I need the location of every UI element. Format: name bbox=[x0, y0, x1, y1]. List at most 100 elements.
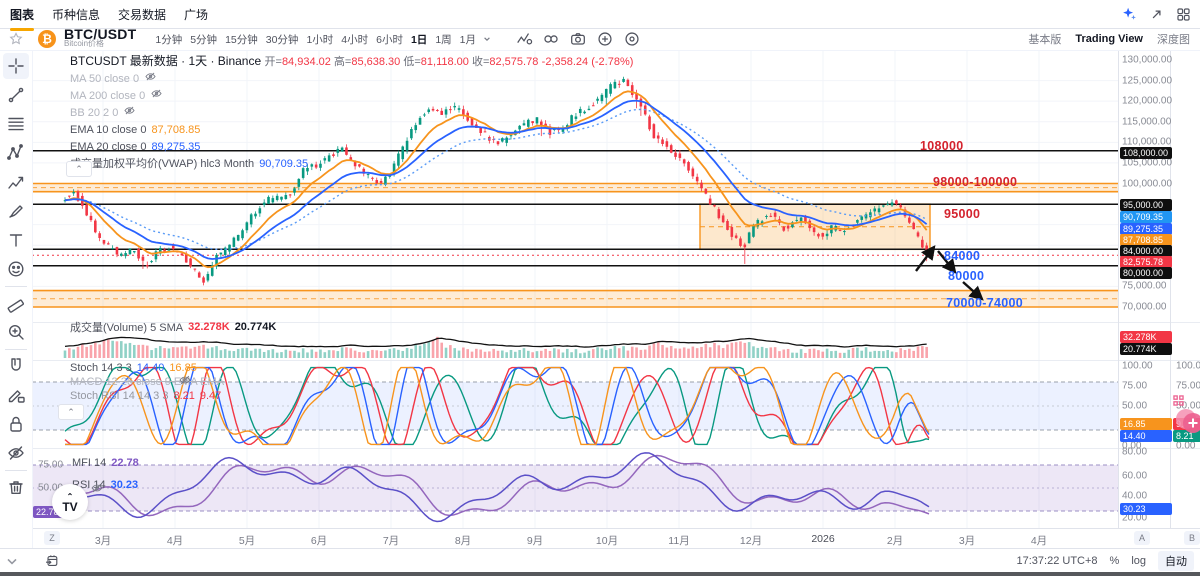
axis-tick-label: 0.00 bbox=[1122, 440, 1142, 452]
timeframe-1月[interactable]: 1月 bbox=[459, 33, 476, 46]
timeframe-5分钟[interactable]: 5分钟 bbox=[190, 33, 218, 46]
tool-forecast-icon[interactable] bbox=[3, 169, 29, 195]
layout-grid-icon[interactable] bbox=[1175, 6, 1192, 23]
eye-off-icon[interactable] bbox=[144, 70, 157, 89]
timeframe-6小时[interactable]: 6小时 bbox=[376, 33, 403, 46]
indicator-row-3[interactable]: EMA 10 close 0 87,708.85 bbox=[70, 122, 633, 139]
volume-pane-label[interactable]: 成交量(Volume) 5 SMA 32.278K 20.774K bbox=[70, 319, 276, 335]
basic-version-link[interactable]: 基本版 bbox=[1028, 34, 1062, 46]
eye-off-icon[interactable] bbox=[123, 104, 136, 123]
auto-scale-button[interactable]: 自动 bbox=[1158, 551, 1194, 571]
add-alert-icon[interactable] bbox=[596, 30, 614, 48]
price-scale-separator[interactable] bbox=[1118, 50, 1119, 548]
indicator-row-1[interactable]: MA 200 close 0 bbox=[70, 88, 633, 105]
price-annotation-108000[interactable]: 108000 bbox=[920, 139, 964, 153]
price-chart-canvas[interactable] bbox=[32, 50, 1118, 528]
tool-emoji-icon[interactable] bbox=[3, 256, 29, 282]
tradingview-watermark-logo[interactable]: ⌃ TV bbox=[52, 484, 88, 520]
indicator-value: 90,709.35 bbox=[259, 158, 309, 170]
floating-reactions-icon[interactable] bbox=[1174, 406, 1200, 436]
indicators-icon[interactable] bbox=[515, 30, 533, 48]
timeframe-dropdown-icon[interactable] bbox=[481, 33, 493, 45]
price-badge: 82,575.78 bbox=[1120, 256, 1172, 268]
percent-scale-button[interactable]: % bbox=[1109, 555, 1120, 567]
depth-chart-link[interactable]: 深度图 bbox=[1157, 34, 1190, 46]
scale-marker-z[interactable]: Z bbox=[44, 531, 60, 545]
symbol-block[interactable]: BTC/USDT Bitcoin价格 bbox=[64, 26, 137, 49]
status-bar: 17:37:22 UTC+8 % log 自动 bbox=[0, 548, 1200, 573]
price-badge: 89,275.35 bbox=[1120, 223, 1172, 235]
tradingview-brand[interactable]: Trading View bbox=[1075, 33, 1143, 45]
ai-sparkle-icon[interactable] bbox=[1120, 5, 1138, 23]
settings-icon[interactable] bbox=[623, 30, 641, 48]
eye-off-icon[interactable] bbox=[150, 87, 163, 106]
price-annotation-95000[interactable]: 95000 bbox=[944, 207, 981, 221]
symbol-name[interactable]: BTC/USDT bbox=[64, 26, 137, 42]
indicator-row-4[interactable]: EMA 20 close 0 89,275.35 bbox=[70, 139, 633, 156]
axis-tick-label: 100.00 bbox=[1122, 360, 1153, 372]
price-annotation-84000[interactable]: 84000 bbox=[944, 249, 981, 263]
volume-label: 成交量(Volume) 5 SMA bbox=[70, 322, 184, 334]
fullscreen-icon[interactable] bbox=[1148, 6, 1165, 23]
tool-crosshair-icon[interactable] bbox=[3, 53, 29, 79]
timeframe-1分钟[interactable]: 1分钟 bbox=[155, 33, 183, 46]
menu-tab-1[interactable]: 币种信息 bbox=[52, 7, 101, 22]
scale-marker-b[interactable]: B bbox=[1184, 531, 1200, 545]
tool-text-icon[interactable] bbox=[3, 227, 29, 253]
macd-eye-off-icon[interactable] bbox=[178, 373, 192, 387]
time-axis-label: 7月 bbox=[382, 535, 400, 547]
mfi-pane-label[interactable]: MFI 14 22.78 bbox=[72, 457, 139, 469]
menu-tab-3[interactable]: 广场 bbox=[184, 7, 209, 22]
timeframe-1小时[interactable]: 1小时 bbox=[306, 33, 334, 46]
legend-title-row[interactable]: BTCUSDT 最新数据 · 1天 · Binance 开=84,934.02 … bbox=[70, 53, 633, 71]
tool-xabcd-pattern-icon[interactable] bbox=[3, 140, 29, 166]
price-scale-b-separator[interactable] bbox=[1170, 50, 1171, 548]
pane-divider[interactable] bbox=[32, 448, 1200, 449]
stoch-d-value: 16.85 bbox=[169, 362, 197, 374]
compare-icon[interactable] bbox=[542, 30, 560, 48]
macd-pane-label[interactable]: MACD 12 26 close 9 EMA EMA bbox=[70, 376, 224, 388]
goto-date-icon[interactable] bbox=[44, 553, 60, 569]
collapse-panel-chevron-icon[interactable] bbox=[4, 553, 20, 569]
scale-marker-a[interactable]: A bbox=[1134, 531, 1150, 545]
indicator-row-5[interactable]: 成交量加权平均价(VWAP) hlc3 Month 90,709.35 bbox=[70, 156, 633, 173]
camera-icon[interactable] bbox=[569, 30, 587, 48]
tool-lock-icon[interactable] bbox=[3, 411, 29, 437]
timeframe-15分钟[interactable]: 15分钟 bbox=[225, 33, 258, 46]
stoch-pane-label[interactable]: Stoch 14 3 3 14.40 16.85 bbox=[70, 362, 197, 374]
tool-drawing-lock-icon[interactable] bbox=[3, 382, 29, 408]
menu-tab-0[interactable]: 图表 bbox=[10, 7, 35, 31]
tool-magnet-icon[interactable] bbox=[3, 353, 29, 379]
timeframe-1日[interactable]: 1日 bbox=[410, 33, 428, 46]
collapse-indicators-button[interactable]: ⌃ bbox=[66, 161, 92, 177]
tool-fib-retracement-icon[interactable] bbox=[3, 111, 29, 137]
axis-tick-label: 80.00 bbox=[1122, 446, 1148, 458]
price-annotation-80000[interactable]: 80000 bbox=[948, 269, 985, 283]
clock-time[interactable]: 17:37:22 UTC+8 bbox=[1016, 555, 1098, 567]
mini-grid-icon[interactable] bbox=[1172, 394, 1185, 407]
menu-tab-2[interactable]: 交易数据 bbox=[118, 7, 167, 22]
timeframe-1周[interactable]: 1周 bbox=[435, 33, 452, 46]
time-axis[interactable]: 3月 4月 5月 6月 7月 8月 9月 10月 11月 12月 2026 2月 3月 4月 bbox=[32, 528, 1200, 549]
collapse-stoch-pane-button[interactable]: ⌃ bbox=[58, 404, 84, 420]
favorite-star-icon[interactable] bbox=[8, 31, 24, 47]
indicator-row-0[interactable]: MA 50 close 0 bbox=[70, 71, 633, 88]
timeframe-4小时[interactable]: 4小时 bbox=[341, 33, 369, 46]
price-annotation-98000-100000[interactable]: 98000-100000 bbox=[933, 175, 1018, 189]
tool-zoom-in-icon[interactable] bbox=[3, 319, 29, 345]
stochrsi-pane-label[interactable]: Stoch RSI 14 14 3 3 8.21 9.47 bbox=[70, 390, 221, 402]
tool-hide-drawings-icon[interactable] bbox=[3, 440, 29, 466]
tool-trend-line-icon[interactable] bbox=[3, 82, 29, 108]
timeframe-30分钟[interactable]: 30分钟 bbox=[265, 33, 299, 46]
log-scale-button[interactable]: log bbox=[1131, 555, 1146, 567]
tool-remove-drawings-icon[interactable] bbox=[3, 474, 29, 500]
price-annotation-70000-74000[interactable]: 70000-74000 bbox=[946, 296, 1023, 310]
pane-divider[interactable] bbox=[32, 360, 1200, 361]
pane-divider[interactable] bbox=[32, 322, 1200, 323]
tool-brush-icon[interactable] bbox=[3, 198, 29, 224]
tool-ruler-icon[interactable] bbox=[3, 290, 29, 316]
time-axis-label: 5月 bbox=[238, 535, 256, 547]
rsi-eye-off-icon[interactable] bbox=[90, 481, 104, 495]
indicator-row-2[interactable]: BB 20 2 0 bbox=[70, 105, 633, 122]
